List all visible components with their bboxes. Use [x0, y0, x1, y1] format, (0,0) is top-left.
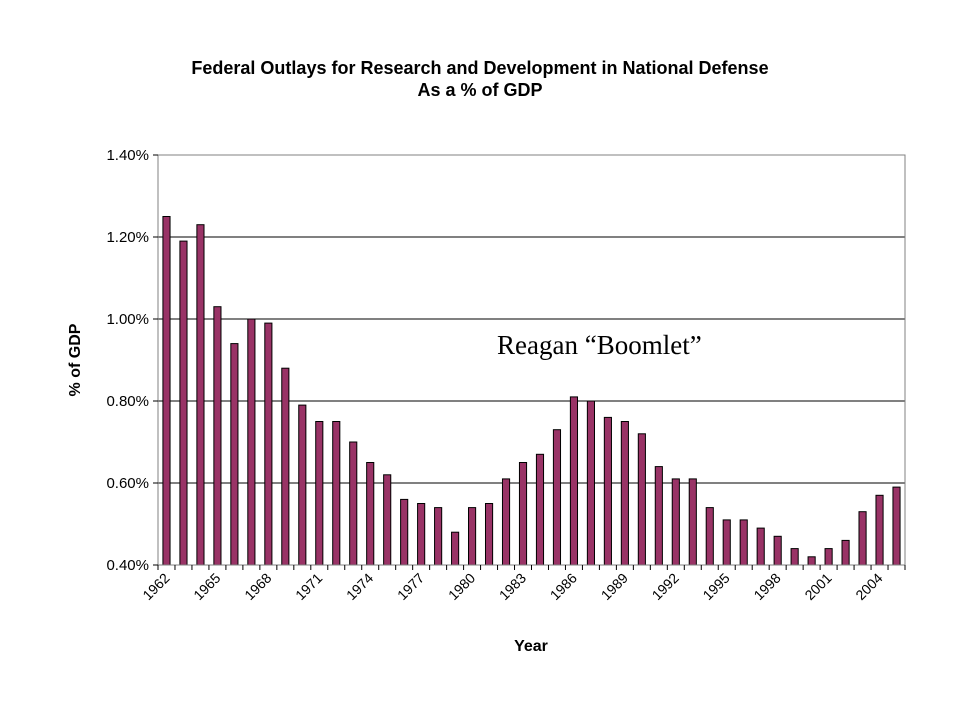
bar-1976: [400, 498, 409, 566]
bar-1962: [162, 216, 171, 566]
bar-1989: [620, 421, 629, 566]
reagan-boomlet-annotation: Reagan “Boomlet”: [497, 330, 702, 360]
bar-1998: [773, 535, 782, 566]
x-tick-label: 1977: [394, 570, 427, 603]
bar-1981: [484, 503, 494, 566]
x-tick-label: 2001: [801, 570, 834, 603]
bar-1970: [298, 404, 307, 566]
bar-1988: [603, 416, 612, 566]
bar-2000: [807, 556, 816, 566]
x-tick-label: 1980: [445, 570, 478, 603]
x-axis-label: Year: [514, 638, 548, 655]
x-tick-label: 1995: [699, 570, 732, 603]
x-tick-label: 1983: [496, 570, 529, 603]
bar-1985: [552, 429, 562, 566]
bar-1973: [349, 441, 358, 566]
bar-1974: [366, 462, 375, 566]
bar-1992: [671, 478, 680, 566]
bar-2003: [858, 511, 867, 566]
x-tick-label: 1974: [343, 570, 376, 603]
bar-1966: [230, 343, 239, 566]
bar-1964: [196, 224, 205, 566]
bar-1980: [468, 507, 477, 566]
bar-1965: [213, 306, 222, 566]
bar-1977: [417, 503, 426, 566]
bar-1987: [586, 400, 595, 566]
y-axis-label: % of GDP: [67, 323, 84, 396]
bar-1986: [569, 396, 579, 566]
x-tick-label: 1989: [598, 570, 631, 603]
x-tick-label: 2004: [852, 570, 885, 603]
y-tick-label: 0.80%: [106, 393, 149, 410]
bar-1982: [501, 478, 511, 566]
bar-1971: [315, 421, 324, 566]
bar-2002: [841, 539, 850, 566]
x-tick-label: 1998: [750, 570, 783, 603]
x-tick-label: 1965: [190, 570, 223, 603]
bars: [162, 216, 901, 566]
y-tick-label: 1.00%: [106, 311, 149, 328]
bar-1983: [518, 462, 528, 566]
bar-1995: [722, 519, 731, 566]
bar-1991: [654, 466, 663, 566]
x-tick-label: 1992: [649, 570, 682, 603]
bar-1990: [637, 433, 646, 566]
bar-2005: [892, 486, 901, 566]
bar-1993: [688, 478, 697, 566]
bar-1975: [383, 474, 392, 566]
y-tick-label: 0.40%: [106, 557, 149, 574]
x-tick-label: 1971: [292, 570, 325, 603]
chart-subtitle: As a % of GDP: [417, 80, 543, 100]
bar-1997: [756, 527, 765, 566]
bar-1999: [790, 548, 799, 566]
x-tick-label: 1986: [547, 570, 580, 603]
bar-2001: [824, 548, 833, 566]
bar-1968: [264, 322, 273, 566]
bar-1963: [179, 240, 188, 566]
y-tick-label: 0.60%: [106, 475, 149, 492]
x-tick-label: 1968: [241, 570, 274, 603]
y-axis-ticks: 0.40% 0.60% 0.80% 1.00% 1.20% 1.40%: [106, 147, 158, 574]
bar-1967: [247, 318, 256, 566]
bar-1969: [281, 367, 290, 566]
x-axis-ticks: 1962 1965 1968 1971 1974 1977 1980 1983 1986 1989…: [139, 565, 906, 603]
bar-1972: [332, 421, 341, 566]
x-tick-label: 1962: [139, 570, 172, 603]
bar-1979: [451, 531, 460, 566]
bar-1996: [739, 519, 748, 566]
chart-title: Federal Outlays for Research and Develop…: [191, 58, 769, 78]
bar-1978: [434, 507, 443, 566]
y-tick-label: 1.40%: [106, 147, 149, 164]
bar-2004: [875, 494, 884, 566]
bar-1984: [535, 453, 545, 566]
bar-1994: [705, 507, 714, 566]
y-tick-label: 1.20%: [106, 229, 149, 246]
